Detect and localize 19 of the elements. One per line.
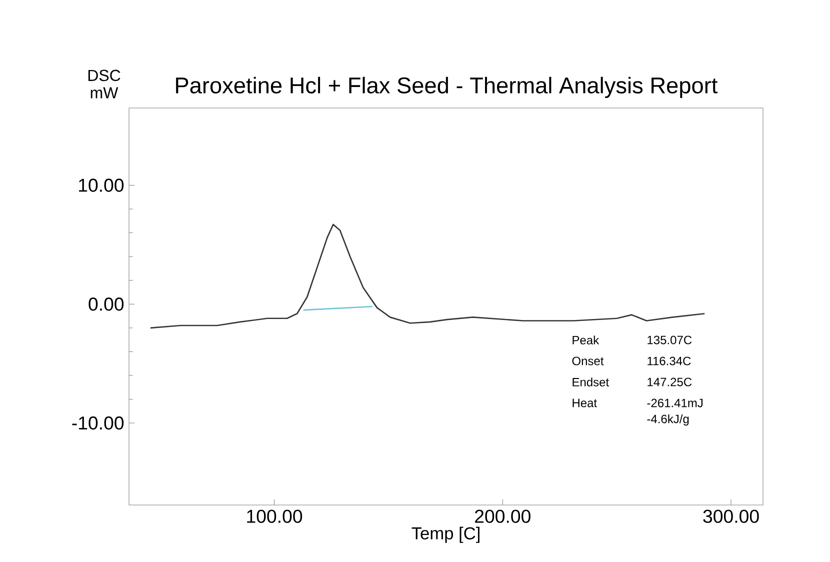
- x-tick-label: 200.00: [475, 510, 530, 523]
- y-tick-label: 0.00: [88, 298, 124, 311]
- x-tick-label: 300.00: [703, 510, 759, 523]
- chart-title: Paroxetine Hcl + Flax Seed - Thermal Analysis Report: [176, 76, 718, 98]
- annotation: 147.25C: [648, 378, 692, 386]
- x-axis-title: Temp [C]: [412, 526, 480, 543]
- y-tick-label: 10.00: [79, 178, 124, 192]
- line-series: [150, 224, 706, 329]
- annotation: -4.6kJ/g: [647, 414, 689, 426]
- annotation: Heat: [572, 398, 597, 408]
- annotation: 135.07C: [648, 336, 692, 344]
- y-axis-title: DSC mW: [88, 70, 120, 98]
- annotation: 116.34C: [648, 356, 691, 366]
- annotation: -261.41mJ: [647, 398, 703, 408]
- annotation: Peak: [572, 336, 600, 344]
- x-tick-label: 100.00: [247, 510, 302, 523]
- annotation: Onset: [572, 356, 604, 366]
- y-tick-label: -10.00: [72, 416, 124, 430]
- annotation: Endset: [572, 378, 609, 386]
